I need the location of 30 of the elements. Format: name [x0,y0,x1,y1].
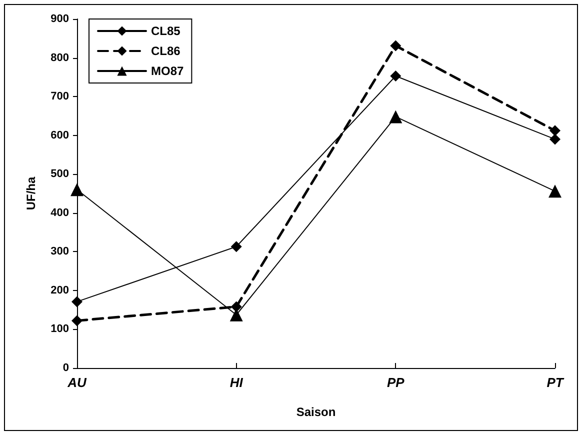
point [72,296,82,308]
legend-label: CL86 [151,44,181,58]
point [389,110,402,124]
point [550,134,560,145]
point [230,301,242,312]
y-tick-label: 500 [50,168,69,180]
y-tick-label: 100 [50,323,69,336]
y-tick-label: 200 [50,284,69,296]
y-tick-label: 700 [50,90,69,103]
y-tick-label: 0 [62,362,69,374]
point [548,184,562,198]
y-tick-label: 600 [50,129,69,142]
y-tick-label: 800 [50,52,69,64]
x-tick-label: PP [386,375,405,390]
legend-label: CL85 [151,24,181,38]
point [550,125,560,136]
point [72,315,82,326]
x-axis-title: Saison [296,405,336,419]
y-tick-label: 900 [50,13,69,25]
point [70,183,84,196]
point [390,40,402,52]
x-tick-label: HI [230,375,244,390]
point [390,70,402,82]
x-tick-label: AU [66,375,87,390]
legend-label: MO87 [151,64,184,78]
y-tick-label: 300 [50,246,69,258]
y-axis-title: UF/ha [24,176,38,210]
x-tick-label: PT [546,375,564,390]
y-tick-label: 400 [50,206,69,219]
point [230,241,242,252]
